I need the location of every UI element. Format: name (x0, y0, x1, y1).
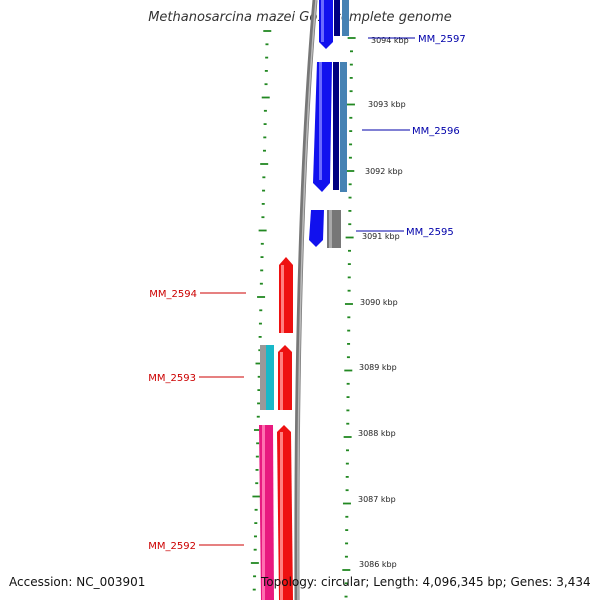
gene-arrow-mm-2596[interactable] (313, 62, 332, 192)
gene-label-mm-2592[interactable]: MM_2592 (148, 541, 196, 552)
scale-label: 3086 kbp (359, 560, 397, 569)
feature-gray-mm-2593 (260, 345, 266, 410)
feature-steelblue-top (342, 0, 349, 36)
gene-arrow-mm-2595[interactable] (309, 210, 324, 247)
gene-arrow-mm-2592[interactable] (277, 425, 293, 600)
gene-highlight (329, 210, 332, 248)
scale-label: 3087 kbp (358, 495, 396, 504)
gene-highlight (319, 62, 322, 180)
left-tick-track (250, 30, 272, 591)
accession-text: Accession: NC_003901 (9, 575, 146, 589)
gene-highlight (280, 352, 283, 410)
topology-text: Topology: circular; Length: 4,096,345 bp… (261, 575, 591, 589)
gene-highlight (321, 0, 324, 42)
gene-highlight (281, 265, 284, 333)
gene-highlight (262, 425, 265, 600)
gene-highlight (280, 432, 283, 600)
feature-steelblue-mid (340, 62, 347, 192)
genome-backbone-highlight (297, 0, 317, 600)
map-title: Methanosarcina mazei Go1, complete genom… (148, 10, 452, 25)
scale-label: 3088 kbp (358, 429, 396, 438)
gene-label-mm-2596[interactable]: MM_2596 (412, 126, 460, 137)
gene-label-mm-2595[interactable]: MM_2595 (406, 227, 454, 238)
feature-pink-mm-2592 (259, 425, 274, 600)
feature-cyan-mm-2593 (266, 345, 274, 410)
feature-navy-top (334, 0, 340, 36)
scale-label: 3092 kbp (365, 167, 403, 176)
scale-label: 3089 kbp (359, 363, 397, 372)
scale-labels: 3094 kbp 3093 kbp 3092 kbp 3091 kbp 3090 kbp… (358, 36, 409, 569)
gene-label-mm-2593[interactable]: MM_2593 (148, 373, 196, 384)
scale-label: 3091 kbp (362, 232, 400, 241)
scale-label: 3090 kbp (360, 298, 398, 307)
scale-label: 3093 kbp (368, 100, 406, 109)
gene-labels: MM_2597 MM_2596 MM_2595 MM_2594 MM_2593 MM_25… (148, 34, 465, 552)
scale-label: 3094 kbp (371, 36, 409, 45)
genome-backbone (294, 0, 318, 600)
feature-navy-mid (333, 62, 339, 190)
gene-label-mm-2594[interactable]: MM_2594 (149, 289, 197, 300)
right-tick-track (342, 37, 356, 598)
gene-label-mm-2597[interactable]: MM_2597 (418, 34, 466, 45)
